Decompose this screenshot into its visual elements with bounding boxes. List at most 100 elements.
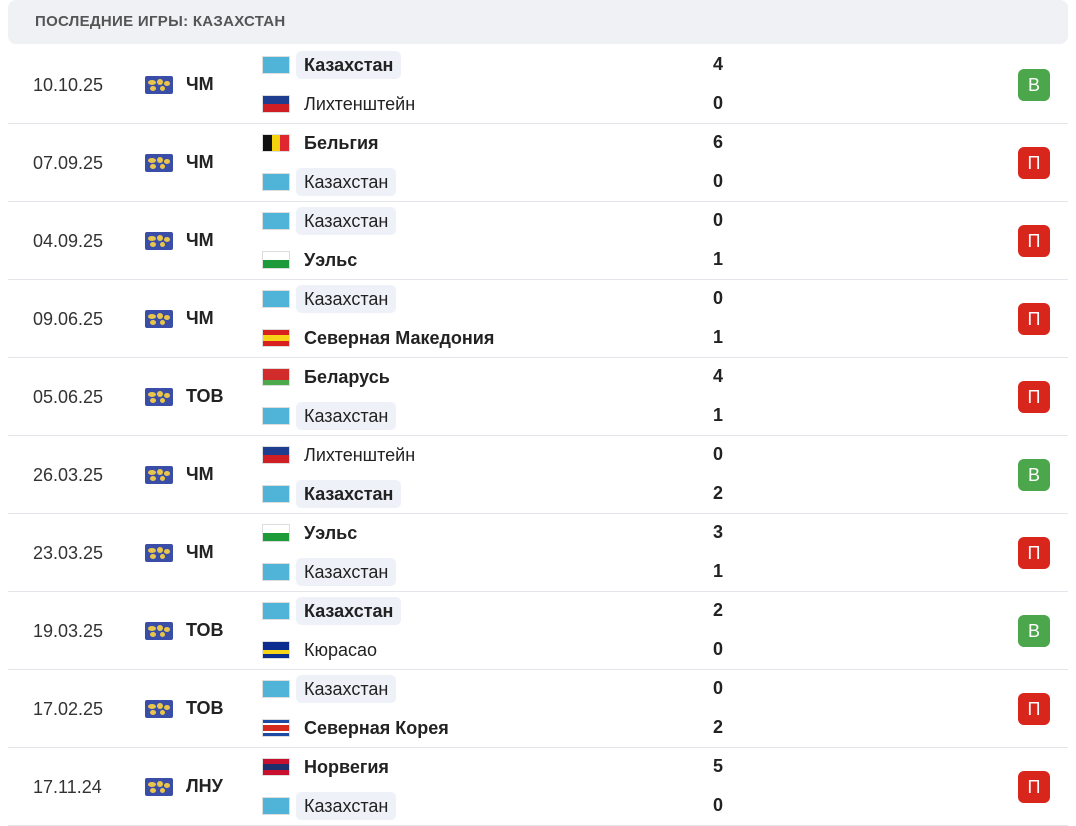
team-flag (263, 252, 289, 268)
competition-icon (145, 700, 173, 718)
team-score: 0 (712, 171, 723, 191)
match-row[interactable]: 23.03.25 ЧМ Уэльс 3 Казахстан 1 П (8, 514, 1068, 592)
team-flag (263, 57, 289, 73)
team-flag (263, 798, 289, 814)
team-score: 0 (712, 444, 723, 464)
team-flag (263, 408, 289, 424)
result-badge: П (1018, 771, 1050, 803)
result-badge: П (1018, 303, 1050, 335)
competition: ТОВ (186, 386, 224, 406)
team-flag (263, 291, 289, 307)
team-score: 4 (712, 54, 723, 74)
team-score: 0 (712, 639, 723, 659)
team-flag (263, 720, 289, 736)
team-name: Казахстан (304, 289, 389, 309)
team-flag (263, 369, 289, 385)
team-name: Бельгия (304, 133, 379, 153)
match-date: 17.02.25 (33, 699, 104, 719)
competition-icon (145, 154, 173, 172)
match-row[interactable]: 17.11.24 ЛНУ Норвегия 5 Казахстан 0 П (8, 748, 1068, 826)
competition: ТОВ (186, 698, 224, 718)
match-row[interactable]: 10.10.25 ЧМ Казахстан 4 Лихтенштейн 0 В (8, 46, 1068, 124)
team-flag (263, 135, 289, 151)
team-highlight (296, 675, 396, 703)
result-badge: В (1018, 459, 1050, 491)
team-flag (263, 642, 289, 658)
team-name: Лихтенштейн (304, 445, 416, 465)
team-flag (263, 330, 289, 346)
result-badge: П (1018, 147, 1050, 179)
result-badge: П (1018, 381, 1050, 413)
team-score: 4 (712, 366, 723, 386)
match-row[interactable]: 26.03.25 ЧМ Лихтенштейн 0 Казахстан 2 В (8, 436, 1068, 514)
competition-icon (145, 544, 173, 562)
team-score: 5 (712, 756, 723, 776)
team-flag (263, 603, 289, 619)
team-name: Казахстан (304, 562, 389, 582)
match-date: 09.06.25 (33, 309, 104, 329)
team-flag (263, 174, 289, 190)
team-highlight (296, 207, 396, 235)
team-name: Лихтенштейн (304, 94, 416, 114)
competition-icon (145, 622, 173, 640)
competition: ЧМ (186, 230, 214, 250)
match-row[interactable]: 07.09.25 ЧМ Бельгия 6 Казахстан 0 П (8, 124, 1068, 202)
team-flag (263, 759, 289, 775)
team-flag (263, 96, 289, 112)
team-name: Уэльс (304, 523, 358, 543)
competition: ЧМ (186, 308, 214, 328)
team-name: Казахстан (304, 601, 394, 621)
match-row[interactable]: 04.09.25 ЧМ Казахстан 0 Уэльс 1 П (8, 202, 1068, 280)
team-score: 1 (712, 249, 723, 269)
match-date: 10.10.25 (33, 75, 104, 95)
match-row[interactable]: 17.02.25 ТОВ Казахстан 0 Северная Корея 2 П (8, 670, 1068, 748)
competition: ЧМ (186, 542, 214, 562)
competition: ЧМ (186, 464, 214, 484)
team-highlight (296, 285, 396, 313)
team-highlight (296, 480, 401, 508)
result-badge: В (1018, 615, 1050, 647)
team-highlight (296, 792, 396, 820)
competition: ЛНУ (186, 776, 223, 796)
team-flag (263, 681, 289, 697)
team-score: 0 (712, 795, 723, 815)
team-flag (263, 213, 289, 229)
match-row[interactable]: 09.06.25 ЧМ Казахстан 0 Северная Македония 1 П (8, 280, 1068, 358)
result-badge: В (1018, 69, 1050, 101)
team-score: 2 (712, 483, 723, 503)
team-score: 0 (712, 288, 723, 308)
competition: ТОВ (186, 620, 224, 640)
team-highlight (296, 402, 396, 430)
team-name: Северная Македония (304, 328, 495, 348)
header: ПОСЛЕДНИЕ ИГРЫ: КАЗАХСТАН (8, 0, 1068, 44)
team-name: Казахстан (304, 406, 389, 426)
match-row[interactable]: 19.03.25 ТОВ Казахстан 2 Кюрасао 0 В (8, 592, 1068, 670)
team-score: 2 (712, 717, 723, 737)
team-flag (263, 447, 289, 463)
match-date: 17.11.24 (33, 777, 102, 797)
team-name: Норвегия (304, 757, 389, 777)
team-score: 6 (712, 132, 723, 152)
result-badge: П (1018, 693, 1050, 725)
match-row[interactable]: 05.06.25 ТОВ Беларусь 4 Казахстан 1 П (8, 358, 1068, 436)
team-name: Северная Корея (304, 718, 449, 738)
team-score: 2 (712, 600, 723, 620)
team-name: Казахстан (304, 172, 389, 192)
team-highlight (296, 168, 396, 196)
team-highlight (296, 558, 396, 586)
result-badge: П (1018, 225, 1050, 257)
team-score: 1 (712, 405, 723, 425)
match-date: 05.06.25 (33, 387, 104, 407)
match-date: 23.03.25 (33, 543, 104, 563)
team-name: Беларусь (304, 367, 390, 387)
team-flag (263, 525, 289, 541)
team-score: 1 (712, 561, 723, 581)
team-score: 0 (712, 210, 723, 230)
competition-icon (145, 778, 173, 796)
team-name: Кюрасао (304, 640, 378, 660)
team-score: 0 (712, 678, 723, 698)
header-title: ПОСЛЕДНИЕ ИГРЫ: КАЗАХСТАН (35, 13, 286, 30)
match-date: 19.03.25 (33, 621, 104, 641)
team-score: 3 (712, 522, 723, 542)
